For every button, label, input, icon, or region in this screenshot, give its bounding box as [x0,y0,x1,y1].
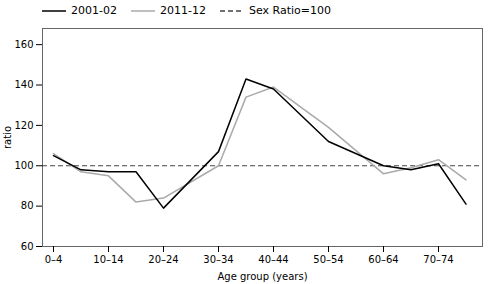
svg-text:120: 120 [14,120,33,131]
svg-text:ratio: ratio [2,126,13,149]
svg-text:10–14: 10–14 [93,254,123,265]
html-text:2001-02: 2001-02 [71,4,117,17]
svg-text:60: 60 [21,241,34,252]
svg-text:160: 160 [14,39,33,50]
svg-text:20–24: 20–24 [148,254,178,265]
svg-text:50–54: 50–54 [313,254,343,265]
html-text:Sex Ratio=100: Sex Ratio=100 [248,4,331,17]
svg-text:70–74: 70–74 [423,254,453,265]
svg-text:80: 80 [21,200,34,211]
html-text:2011-12: 2011-12 [160,4,206,17]
svg-text:100: 100 [14,160,33,171]
svg-text:40–44: 40–44 [258,254,288,265]
svg-text:Age group (years): Age group (years) [217,271,307,282]
svg-text:60–64: 60–64 [368,254,398,265]
svg-text:140: 140 [14,79,33,90]
svg-text:30–34: 30–34 [203,254,233,265]
svg-text:0–4: 0–4 [45,254,63,265]
